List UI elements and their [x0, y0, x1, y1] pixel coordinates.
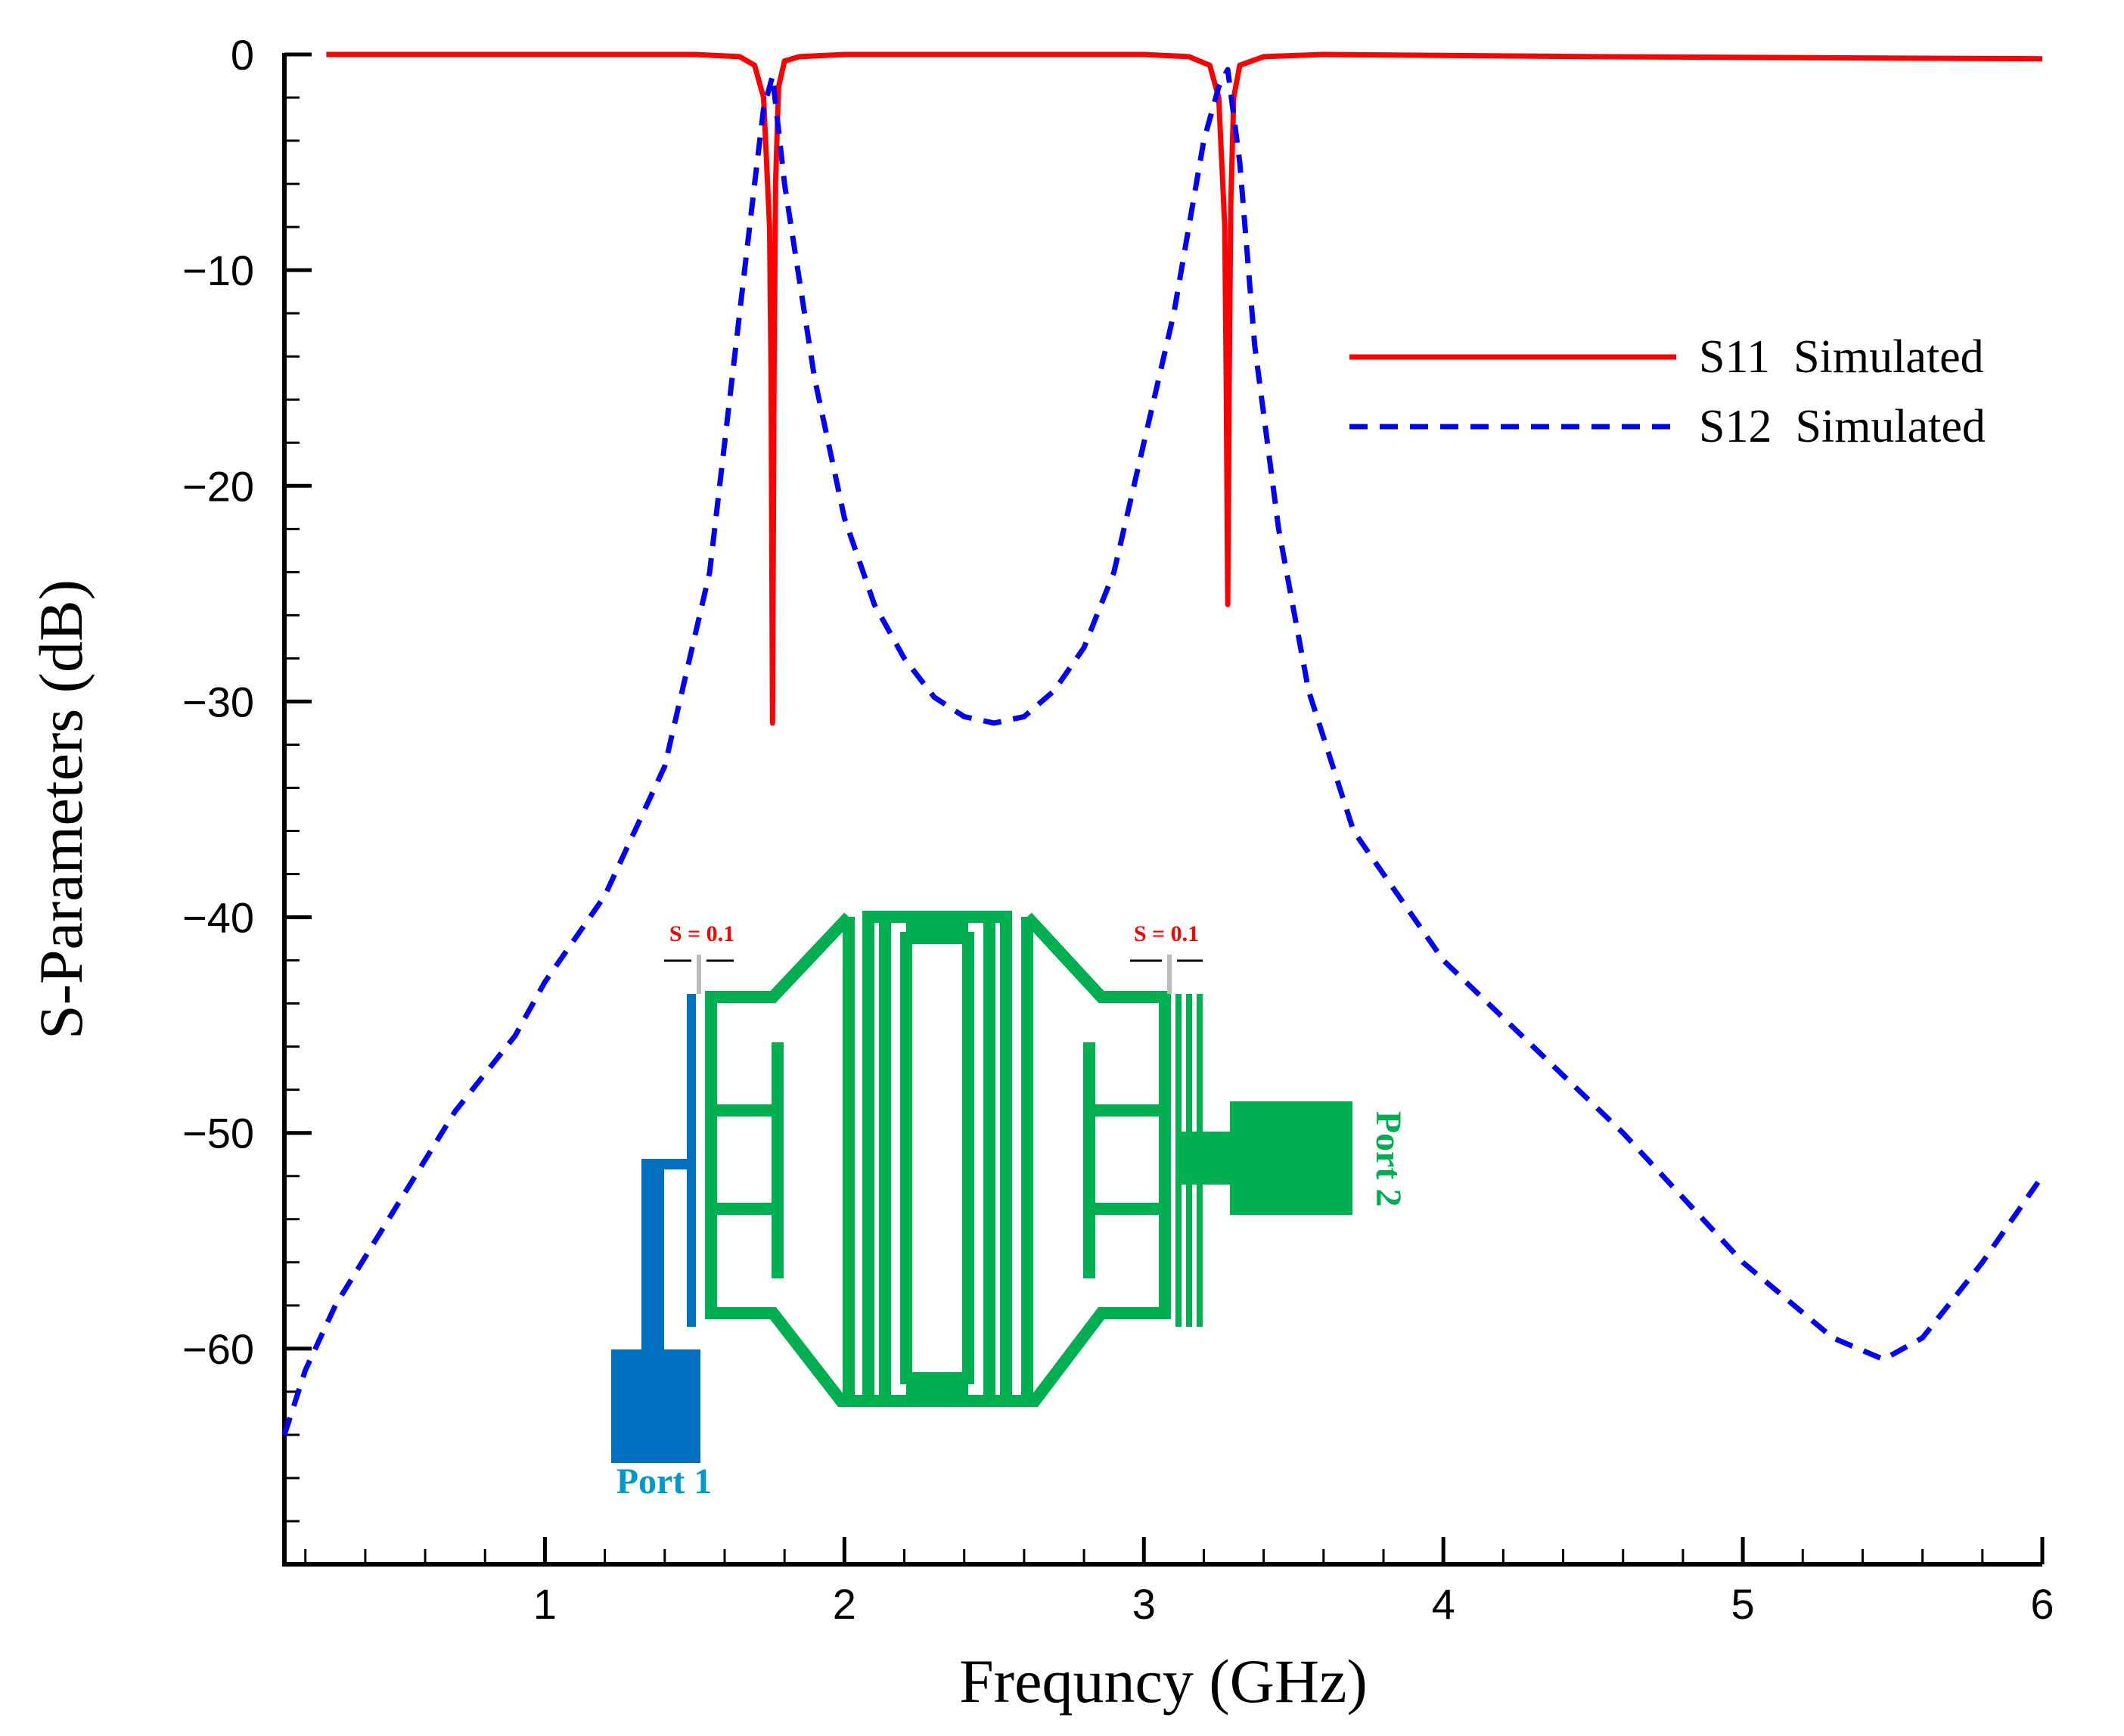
- center-top-bar: [906, 917, 968, 943]
- x-tick-label: 3: [1132, 1580, 1156, 1628]
- s12-line: [281, 67, 2045, 1436]
- spacing-marker-right: [1130, 955, 1203, 994]
- y-tick-label: −40: [182, 894, 254, 942]
- center-resonator-inner: [900, 932, 974, 1384]
- center-resonator-bars: [906, 917, 968, 1401]
- right-resonator-outline: [1006, 912, 1171, 1407]
- port2-pad: [1230, 1101, 1352, 1215]
- port1-feedline-horizontal: [641, 1159, 690, 1169]
- s11-line: [326, 51, 2043, 726]
- spacing-label-right: S = 0.1: [1134, 921, 1199, 946]
- x-tick-label: 4: [1432, 1580, 1455, 1628]
- center-bottom-bar: [906, 1374, 968, 1401]
- y-tick-label: −50: [182, 1110, 254, 1157]
- port2-feed: [1175, 994, 1352, 1327]
- filter-layout-inset: S = 0.1 S = 0.1 Port 1 Port 2: [611, 911, 1408, 1502]
- series: [281, 51, 2045, 1436]
- y-tick-label: 0: [231, 31, 254, 79]
- legend: S11 Simulated S12 Simulated: [1349, 331, 1986, 452]
- x-tick-label: 2: [833, 1580, 856, 1628]
- legend-s11-label: S11 Simulated: [1699, 331, 1984, 383]
- y-tick-label: −20: [182, 462, 254, 510]
- port1-label: Port 1: [616, 1461, 713, 1502]
- x-tick-label: 6: [2030, 1580, 2054, 1628]
- y-tick-label: −60: [182, 1325, 254, 1373]
- port1-coupled-line: [687, 994, 696, 1327]
- x-tick-label: 5: [1731, 1580, 1755, 1628]
- y-axis-title: S-Parameters (dB): [26, 579, 95, 1039]
- port1-feed: [611, 994, 700, 1463]
- left-resonator-outline: [705, 912, 870, 1407]
- port1-pad: [611, 1349, 700, 1463]
- y-tick-label: −10: [182, 247, 254, 294]
- port1-feedline-vertical: [641, 1159, 664, 1351]
- legend-s12-label: S12 Simulated: [1699, 401, 1986, 452]
- x-axis-title: Frequncy (GHz): [959, 1647, 1368, 1716]
- spacing-label-left: S = 0.1: [669, 921, 734, 946]
- axes: 0 −10 −20 −30 −40 −50 −60 1 2 3 4 5 6 Frequncy (GHz) S…: [26, 31, 2054, 1716]
- filter-body: [705, 911, 1171, 1407]
- port2-label: Port 2: [1368, 1111, 1408, 1207]
- port2-stub: [1175, 1132, 1231, 1185]
- spacing-marker-left: [664, 955, 734, 994]
- x-tick-label: 1: [533, 1580, 557, 1628]
- y-tick-label: −30: [182, 678, 254, 725]
